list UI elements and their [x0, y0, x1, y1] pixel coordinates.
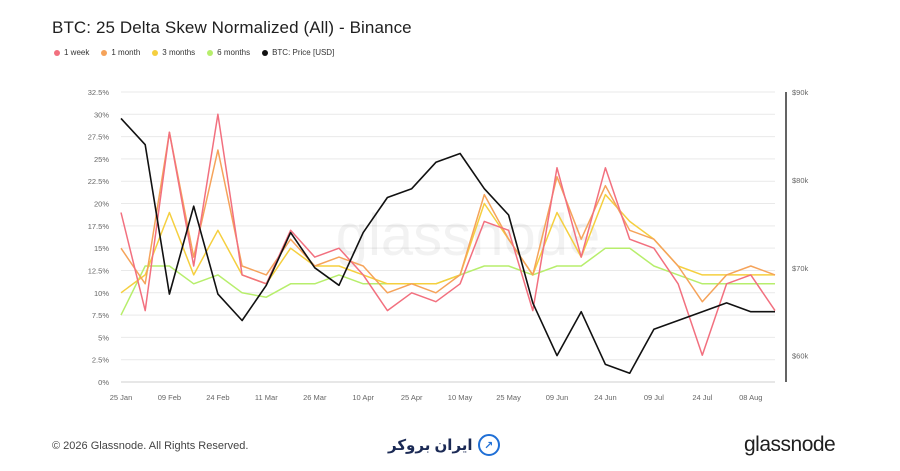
y-tick-label: 15%: [94, 244, 109, 253]
legend-item-3-months[interactable]: 3 months: [152, 48, 195, 57]
watermark-text: glassnode: [336, 203, 600, 268]
legend-label-1-month: 1 month: [111, 48, 141, 57]
x-tick-label: 09 Jul: [644, 393, 664, 402]
x-tick-label: 26 Mar: [303, 393, 327, 402]
legend-item-6-months[interactable]: 6 months: [207, 48, 250, 57]
y-tick-label: 17.5%: [88, 222, 110, 231]
legend: 1 week 1 month 3 months 6 months BTC: Pr…: [54, 48, 334, 57]
x-tick-label: 09 Feb: [158, 393, 181, 402]
legend-dot-1-month: [101, 49, 108, 56]
y-right-tick-label: $60k: [792, 352, 809, 361]
y-tick-label: 7.5%: [92, 311, 109, 320]
y-right-tick-label: $90k: [792, 88, 809, 97]
y-tick-label: 10%: [94, 289, 109, 298]
legend-item-1-week[interactable]: 1 week: [54, 48, 89, 57]
y-right-tick-label: $80k: [792, 176, 809, 185]
x-tick-label: 09 Jun: [546, 393, 569, 402]
y-tick-label: 22.5%: [88, 177, 110, 186]
legend-dot-1-week: [54, 49, 60, 56]
y-tick-label: 32.5%: [88, 88, 110, 97]
y-tick-label: 25%: [94, 155, 109, 164]
x-tick-label: 10 Apr: [352, 393, 374, 402]
legend-label-btc-price: BTC: Price [USD]: [272, 48, 335, 57]
legend-item-1-month[interactable]: 1 month: [101, 48, 140, 57]
x-tick-label: 25 Apr: [401, 393, 423, 402]
series-line-1-week: [120, 113, 776, 356]
legend-dot-3-months: [152, 49, 159, 56]
y-tick-label: 20%: [94, 200, 109, 209]
y-tick-label: 27.5%: [88, 133, 110, 142]
y-tick-label: 12.5%: [88, 266, 110, 275]
legend-dot-6-months: [207, 49, 214, 56]
glassnode-logo: glassnode: [744, 433, 836, 456]
legend-label-6-months: 6 months: [217, 48, 251, 57]
brand-text: ایران بروکر: [388, 437, 473, 454]
legend-label-1-week: 1 week: [64, 48, 90, 57]
series-line-btc-price: [120, 117, 775, 374]
chart-title: BTC: 25 Delta Skew Normalized (All) - Bi…: [52, 18, 412, 37]
x-tick-label: 11 Mar: [255, 393, 278, 402]
x-tick-label: 24 Jun: [594, 393, 617, 402]
legend-item-btc-price[interactable]: BTC: Price [USD]: [262, 48, 334, 57]
x-tick-label: 24 Feb: [206, 393, 229, 402]
y-tick-label: 2.5%: [92, 356, 109, 365]
x-tick-label: 08 Aug: [739, 393, 762, 402]
trend-up-icon: ↗: [477, 434, 500, 456]
brand-watermark: ایران بروکر ↗: [388, 434, 500, 456]
series-line-1-month: [120, 131, 776, 303]
x-tick-label: 24 Jul: [692, 393, 712, 402]
x-tick-label: 10 May: [448, 393, 473, 402]
x-tick-label: 25 May: [496, 393, 521, 402]
legend-dot-btc-price: [262, 49, 269, 56]
y-right-tick-label: $70k: [792, 264, 809, 273]
y-tick-label: 5%: [98, 333, 109, 342]
y-tick-label: 30%: [94, 110, 109, 119]
footer-copyright: © 2026 Glassnode. All Rights Reserved.: [52, 440, 249, 452]
legend-label-3-months: 3 months: [162, 48, 196, 57]
y-tick-label: 0%: [98, 378, 109, 387]
x-tick-label: 25 Jan: [110, 393, 133, 402]
